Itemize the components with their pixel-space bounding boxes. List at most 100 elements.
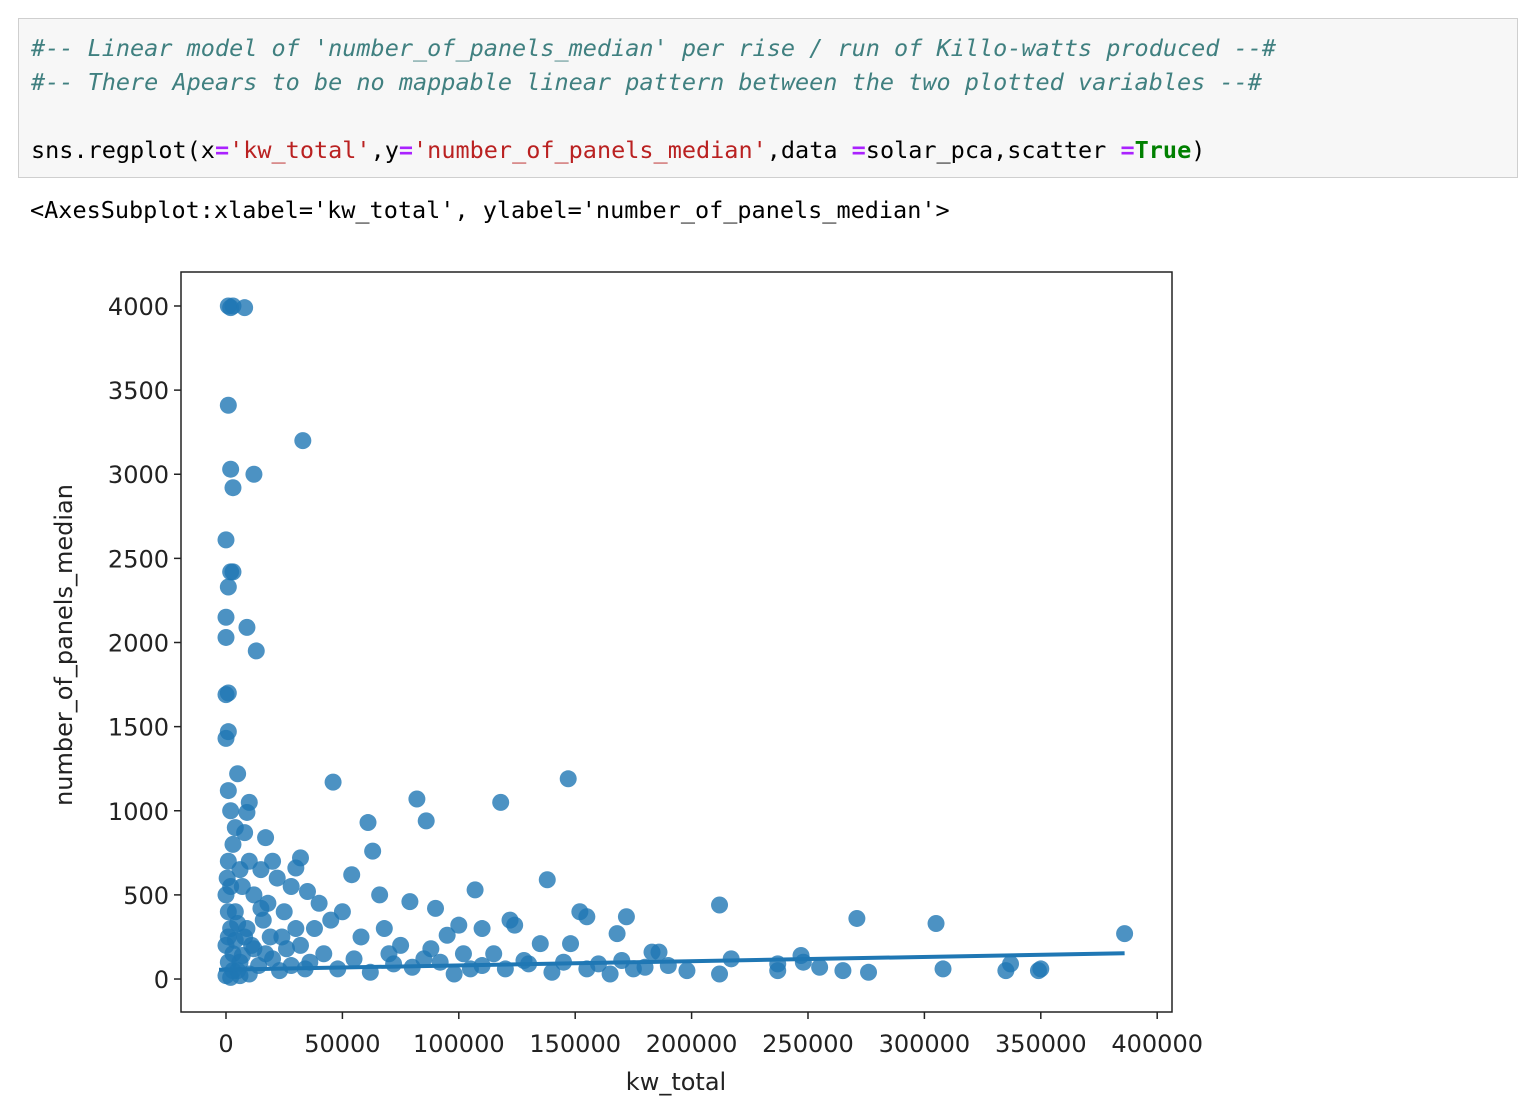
point bbox=[238, 803, 256, 821]
point bbox=[226, 931, 244, 949]
point bbox=[559, 770, 577, 788]
point bbox=[224, 479, 242, 497]
point bbox=[617, 908, 635, 926]
comment: #-- Linear model of 'number_of_panels_me… bbox=[31, 34, 1277, 62]
point bbox=[485, 945, 503, 963]
token: solar_pca,scatter bbox=[865, 136, 1121, 164]
point bbox=[401, 893, 419, 911]
point bbox=[222, 802, 240, 820]
point bbox=[226, 819, 244, 837]
token: ,data bbox=[766, 136, 852, 164]
point bbox=[217, 686, 235, 704]
point bbox=[834, 962, 852, 980]
token: = bbox=[214, 136, 230, 164]
point bbox=[450, 916, 468, 934]
point bbox=[860, 963, 878, 981]
y-tick-label: 1000 bbox=[108, 798, 169, 826]
point bbox=[678, 962, 696, 980]
point bbox=[531, 935, 549, 953]
point bbox=[238, 618, 256, 636]
point bbox=[257, 829, 275, 847]
code-line: sns.regplot(x='kw_total',y='number_of_pa… bbox=[31, 136, 1205, 164]
point bbox=[305, 920, 323, 938]
point bbox=[310, 894, 328, 912]
y-tick-label: 2000 bbox=[108, 630, 169, 658]
point bbox=[298, 883, 316, 901]
x-tick-label: 200000 bbox=[646, 1030, 738, 1058]
point bbox=[769, 962, 787, 980]
point bbox=[608, 925, 626, 943]
token: ,y bbox=[370, 136, 399, 164]
point bbox=[233, 877, 251, 895]
point bbox=[345, 950, 363, 968]
point bbox=[219, 852, 237, 870]
point bbox=[1116, 925, 1134, 943]
point bbox=[352, 928, 370, 946]
point bbox=[287, 859, 305, 877]
point bbox=[1032, 960, 1050, 978]
x-tick-label: 400000 bbox=[1111, 1030, 1203, 1058]
token: sns.regplot(x bbox=[31, 136, 215, 164]
point bbox=[431, 953, 449, 971]
x-tick-label: 50000 bbox=[304, 1030, 380, 1058]
token: 'kw_total' bbox=[229, 136, 371, 164]
point bbox=[324, 773, 342, 791]
y-tick-label: 2500 bbox=[108, 545, 169, 573]
comment: #-- There Apears to be no mappable linea… bbox=[31, 68, 1262, 96]
point bbox=[650, 943, 668, 961]
point bbox=[229, 914, 247, 932]
point bbox=[562, 935, 580, 953]
point bbox=[217, 608, 235, 626]
x-tick-label: 300000 bbox=[879, 1030, 971, 1058]
point bbox=[364, 842, 382, 860]
y-tick-label: 3000 bbox=[108, 461, 169, 489]
point bbox=[415, 950, 433, 968]
point bbox=[578, 908, 596, 926]
point bbox=[219, 782, 237, 800]
point bbox=[359, 814, 377, 832]
point bbox=[247, 642, 265, 660]
x-tick-label: 350000 bbox=[995, 1030, 1087, 1058]
x-tick-label: 250000 bbox=[762, 1030, 854, 1058]
point bbox=[375, 920, 393, 938]
y-tick-label: 1500 bbox=[108, 714, 169, 742]
point bbox=[371, 886, 389, 904]
point bbox=[219, 578, 237, 596]
x-tick-label: 100000 bbox=[413, 1030, 505, 1058]
point bbox=[927, 914, 945, 932]
point bbox=[278, 940, 296, 958]
point bbox=[543, 963, 561, 981]
point bbox=[492, 793, 510, 811]
point bbox=[538, 871, 556, 889]
x-tick-label: 0 bbox=[218, 1030, 233, 1058]
x-axis-label: kw_total bbox=[626, 1068, 726, 1096]
point bbox=[219, 396, 237, 414]
point bbox=[473, 920, 491, 938]
axes-frame bbox=[180, 271, 1173, 1013]
point bbox=[601, 965, 619, 983]
point bbox=[315, 945, 333, 963]
point bbox=[268, 869, 286, 887]
y-tick-label: 4000 bbox=[108, 293, 169, 321]
point bbox=[438, 926, 456, 944]
point bbox=[217, 531, 235, 549]
y-tick-label: 0 bbox=[154, 966, 169, 994]
point bbox=[380, 945, 398, 963]
point bbox=[322, 911, 340, 929]
point bbox=[794, 953, 812, 971]
point bbox=[257, 945, 275, 963]
point bbox=[1002, 955, 1020, 973]
point bbox=[711, 896, 729, 914]
point bbox=[848, 909, 866, 927]
point bbox=[445, 965, 463, 983]
point bbox=[224, 563, 242, 581]
point bbox=[217, 729, 235, 747]
x-tick-label: 150000 bbox=[529, 1030, 621, 1058]
point bbox=[417, 812, 435, 830]
point bbox=[466, 881, 484, 899]
point bbox=[287, 920, 305, 938]
point bbox=[343, 866, 361, 884]
token: = bbox=[1120, 136, 1135, 164]
code-cell[interactable]: #-- Linear model of 'number_of_panels_me… bbox=[18, 18, 1518, 178]
